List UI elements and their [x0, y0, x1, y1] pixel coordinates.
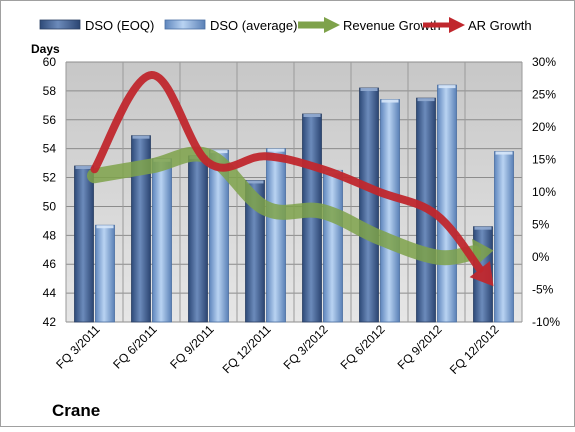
bar-dso-average — [95, 224, 115, 323]
bar-dso-average — [437, 84, 457, 323]
bar-cap — [210, 150, 228, 154]
left-tick-label: 54 — [43, 142, 57, 156]
legend-label-dso-eoq: DSO (EOQ) — [85, 18, 154, 33]
growth-lines — [87, 71, 494, 287]
bar-dso-eoq — [74, 165, 94, 323]
legend-swatch-dso-eoq — [39, 19, 81, 30]
right-tick-label: -5% — [532, 283, 554, 297]
bar-dso-average — [494, 151, 514, 323]
legend-label-ar-growth: AR Growth — [468, 18, 532, 33]
left-tick-label: 50 — [43, 199, 57, 213]
bar-cap — [303, 114, 321, 117]
legend-label-dso-average: DSO (average) — [210, 18, 297, 33]
bar-cap — [360, 88, 378, 91]
bar-cap — [96, 225, 114, 229]
bar-dso-average — [323, 169, 343, 323]
chart-title: Crane — [52, 401, 100, 420]
ar-growth-line — [90, 71, 484, 274]
bar-dso-average — [152, 158, 172, 323]
legend-swatch-dso-average — [164, 19, 206, 30]
bar-cap — [474, 226, 492, 230]
right-tick-label: 30% — [532, 55, 556, 69]
bar-dso-eoq — [188, 155, 208, 323]
bar-cap — [267, 148, 285, 152]
right-tick-label: 25% — [532, 88, 556, 102]
right-tick-label: 20% — [532, 120, 556, 134]
bar-cap — [246, 180, 264, 184]
left-tick-label: 42 — [43, 315, 57, 329]
left-tick-label: 44 — [43, 286, 57, 300]
bar-cap — [438, 85, 456, 89]
right-tick-label: -10% — [532, 315, 560, 329]
right-tick-label: 15% — [532, 153, 556, 167]
legend-arrowhead-ar-growth — [449, 17, 465, 33]
bar-cap — [381, 99, 399, 103]
revenue-growth-line — [87, 146, 482, 266]
bar-dso-average — [380, 99, 400, 323]
ar-growth-arrowhead — [469, 260, 494, 287]
left-tick-label: 46 — [43, 257, 57, 271]
legend: DSO (EOQ) DSO (average) Revenue Growth AR G… — [39, 17, 532, 33]
left-tick-label: 48 — [43, 228, 57, 242]
bar-cap — [417, 98, 435, 102]
bar-cap — [132, 135, 150, 139]
left-axis-title: Days — [31, 42, 60, 56]
right-tick-label: 0% — [532, 250, 550, 264]
legend-label-revenue-growth: Revenue Growth — [343, 18, 441, 33]
right-tick-label: 5% — [532, 218, 550, 232]
bar-dso-eoq — [359, 87, 379, 323]
left-tick-label: 52 — [43, 171, 57, 185]
left-tick-label: 56 — [43, 113, 57, 127]
right-tick-label: 10% — [532, 185, 556, 199]
left-tick-label: 58 — [43, 84, 57, 98]
bar-cap — [495, 151, 513, 155]
bar-dso-average — [266, 148, 286, 323]
left-tick-label: 60 — [43, 55, 57, 69]
legend-arrowhead-revenue-growth — [324, 17, 340, 33]
bar-cap — [75, 166, 93, 169]
